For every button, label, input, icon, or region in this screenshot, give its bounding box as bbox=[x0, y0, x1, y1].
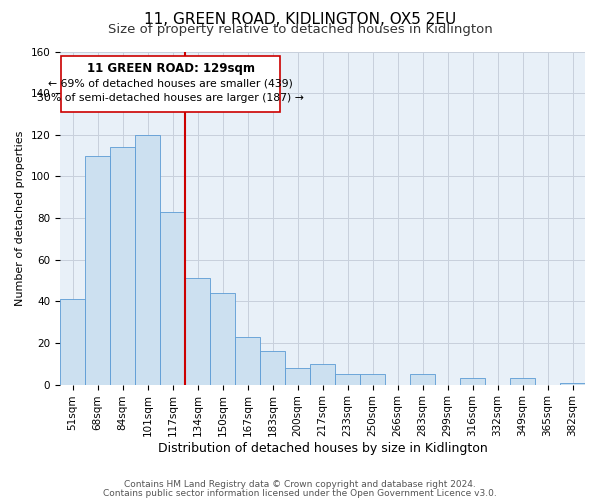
Bar bbox=[285, 368, 310, 384]
Bar bbox=[310, 364, 335, 384]
Text: Size of property relative to detached houses in Kidlington: Size of property relative to detached ho… bbox=[107, 22, 493, 36]
Text: 30% of semi-detached houses are larger (187) →: 30% of semi-detached houses are larger (… bbox=[37, 93, 304, 103]
Text: Contains HM Land Registry data © Crown copyright and database right 2024.: Contains HM Land Registry data © Crown c… bbox=[124, 480, 476, 489]
Bar bbox=[460, 378, 485, 384]
Bar bbox=[510, 378, 535, 384]
Text: 11, GREEN ROAD, KIDLINGTON, OX5 2EU: 11, GREEN ROAD, KIDLINGTON, OX5 2EU bbox=[144, 12, 456, 28]
Bar bbox=[235, 336, 260, 384]
Bar bbox=[185, 278, 210, 384]
Bar bbox=[410, 374, 435, 384]
Bar bbox=[135, 135, 160, 384]
X-axis label: Distribution of detached houses by size in Kidlington: Distribution of detached houses by size … bbox=[158, 442, 487, 455]
Y-axis label: Number of detached properties: Number of detached properties bbox=[15, 130, 25, 306]
Bar bbox=[335, 374, 360, 384]
Bar bbox=[560, 382, 585, 384]
Text: Contains public sector information licensed under the Open Government Licence v3: Contains public sector information licen… bbox=[103, 488, 497, 498]
Text: 11 GREEN ROAD: 129sqm: 11 GREEN ROAD: 129sqm bbox=[86, 62, 254, 75]
Bar bbox=[210, 293, 235, 384]
Bar bbox=[85, 156, 110, 384]
Text: ← 69% of detached houses are smaller (439): ← 69% of detached houses are smaller (43… bbox=[48, 78, 293, 88]
Bar bbox=[160, 212, 185, 384]
Bar bbox=[60, 299, 85, 384]
Bar bbox=[110, 148, 135, 384]
Bar bbox=[360, 374, 385, 384]
Bar bbox=[260, 352, 285, 384]
FancyBboxPatch shape bbox=[61, 56, 280, 112]
